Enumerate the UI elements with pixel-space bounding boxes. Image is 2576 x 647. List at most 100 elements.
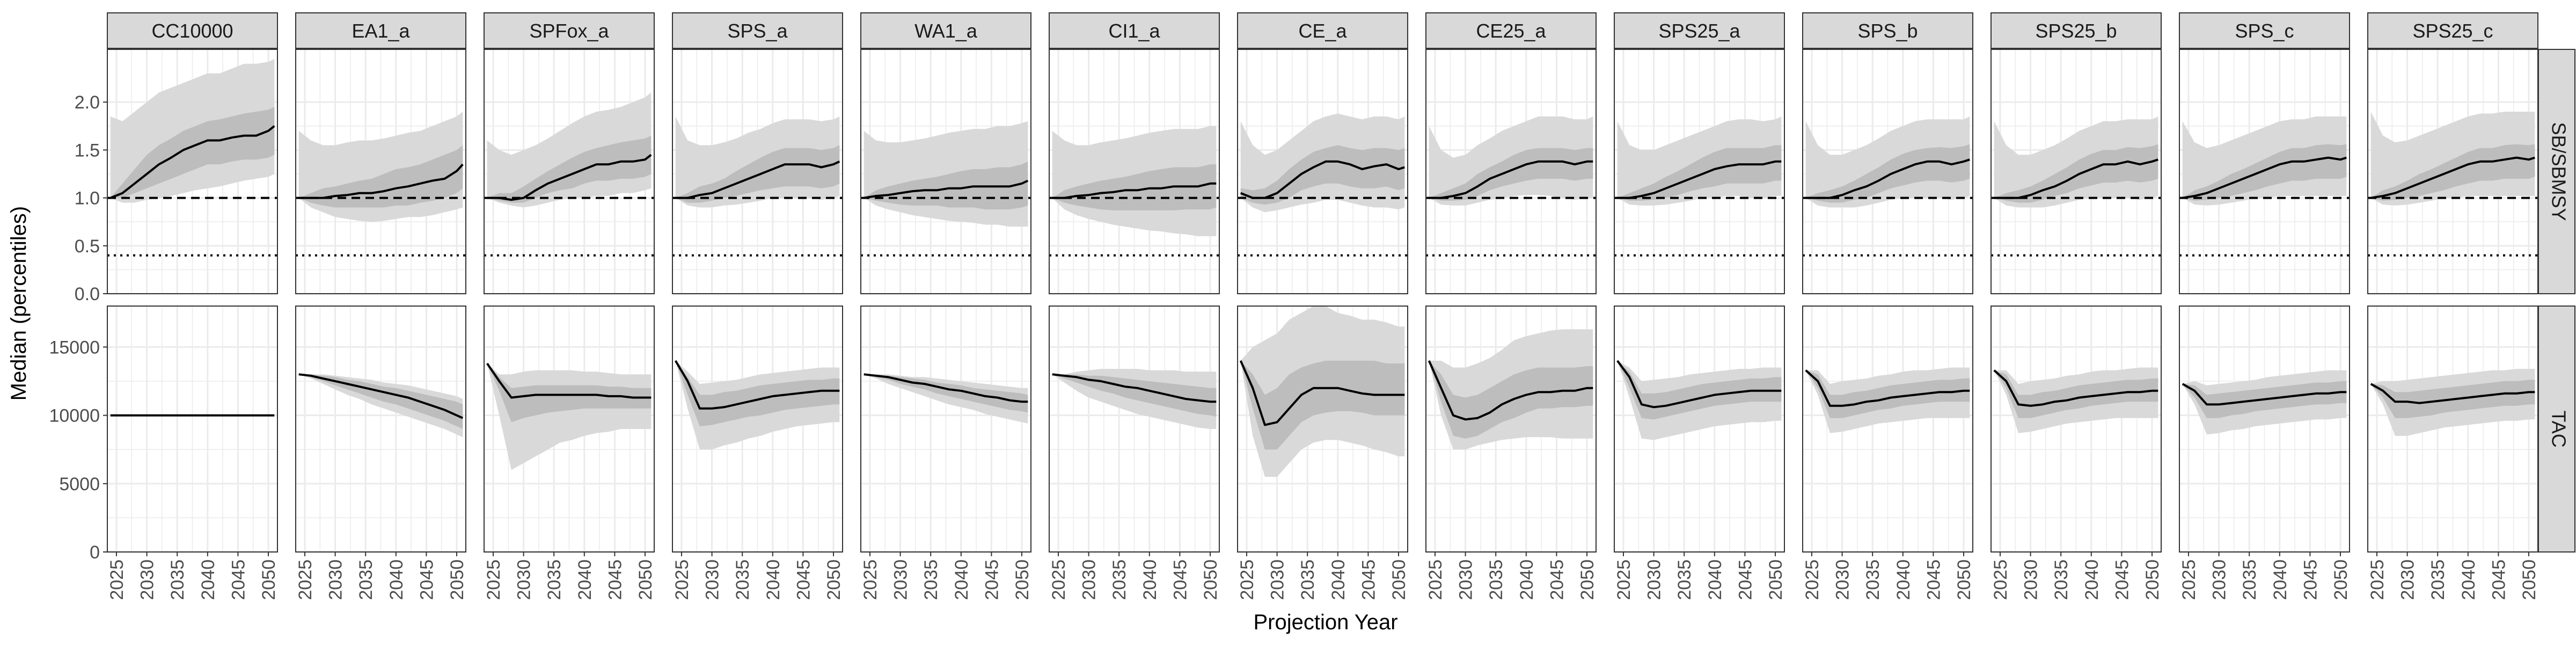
panel-border: [107, 306, 278, 553]
y-tick-label: 1.0: [75, 188, 100, 209]
percentile-band-inner: [1805, 144, 1970, 203]
x-tick-label: 2035: [1863, 559, 1883, 600]
panel-border: [1425, 49, 1597, 294]
panel-border: [107, 49, 278, 294]
x-tick-label: 2035: [733, 559, 753, 600]
facet-strip-bg: [1990, 12, 2162, 49]
panel-border: [672, 49, 843, 294]
facet-strip-SPS25_b: SPS25_b: [1990, 12, 2162, 49]
median-line: [298, 163, 464, 199]
x-tick-label: 2040: [198, 559, 218, 600]
percentile-band-inner: [487, 363, 652, 423]
median-line: [675, 160, 840, 199]
panel-CI1_a-TAC: 2025 2030 2035 2040 2045 2050: [1049, 306, 1221, 600]
median-line: [1429, 160, 1593, 199]
median-line: [1052, 182, 1217, 199]
row-strip-label: TAC: [2548, 410, 2570, 447]
x-tick-label: 2030: [891, 559, 911, 600]
facet-strip-label: SPS25_c: [2412, 20, 2493, 42]
x-tick-label: 2025: [1614, 559, 1634, 600]
panel-border: [295, 306, 466, 553]
facet-strip-label: SPS_c: [2235, 20, 2294, 42]
x-tick-label: 2040: [1140, 559, 1160, 600]
facet-strip-bg: [295, 12, 466, 49]
x-tick-label: 2025: [1049, 559, 1069, 600]
panel-SPS_a-SBSBMSY: [672, 49, 843, 295]
x-tick-label: 2040: [1517, 559, 1537, 600]
panel-SPS25_c-SBSBMSY: [2367, 49, 2538, 295]
x-tick-label: 2035: [1674, 559, 1695, 600]
row-strip-bg: [2538, 49, 2575, 294]
panel-border: [1614, 306, 1785, 553]
facet-strip-label: EA1_a: [352, 20, 410, 42]
x-tick-label: 2040: [2082, 559, 2102, 600]
panel-border: [295, 49, 466, 294]
panel-SPS25_a-TAC: 2025 2030 2035 2040 2045 2050: [1614, 306, 1786, 600]
facet-strip-label: SPS25_a: [1658, 20, 1740, 42]
facet-strip-bg: [107, 12, 278, 49]
panel-SPFox_a-SBSBMSY: [484, 49, 655, 295]
x-tick-label: 2050: [2142, 559, 2163, 600]
median-line: [1052, 373, 1217, 403]
y-tick-label: 2.0: [75, 92, 100, 113]
x-tick-label: 2050: [635, 559, 656, 600]
facet-strip-SPS_c: SPS_c: [2179, 12, 2350, 49]
panel-SPS_a-TAC: 2025 2030 2035 2040 2045 2050: [672, 306, 844, 600]
facet-strip-bg: [860, 12, 1031, 49]
x-tick-label: 2045: [793, 559, 814, 600]
panel-border: [1614, 49, 1785, 294]
median-line: [1805, 158, 1970, 199]
x-tick-label: 2030: [514, 559, 535, 600]
facet-strip-CE25_a: CE25_a: [1425, 12, 1597, 49]
x-tick-label: 2030: [326, 559, 346, 600]
facet-strip-label: SPFox_a: [529, 20, 609, 42]
x-tick-label: 2030: [2209, 559, 2230, 600]
panel-border: [1237, 306, 1408, 553]
facet-strip-CE_a: CE_a: [1237, 12, 1408, 49]
percentile-band-inner: [110, 107, 275, 198]
panel-CC10000-SBSBMSY: 0.0 0.5 1.0 1.5 2.0: [75, 49, 278, 304]
x-tick-label: 2030: [2398, 559, 2418, 600]
x-tick-label: 2045: [1170, 559, 1190, 600]
facet-strip-label: SPS_b: [1857, 20, 1918, 42]
median-line: [2370, 383, 2535, 404]
median-line: [2182, 156, 2347, 199]
y-tick-label: 15000: [49, 337, 100, 358]
x-tick-label: 2035: [544, 559, 565, 600]
x-tick-label: 2040: [1328, 559, 1349, 600]
x-tick-label: 2045: [982, 559, 1002, 600]
x-tick-label: 2035: [356, 559, 376, 600]
x-tick-label: 2025: [860, 559, 881, 600]
x-tick-label: 2045: [2489, 559, 2509, 600]
panel-border: [672, 306, 843, 553]
facet-strip-bg: [1425, 12, 1597, 49]
facet-strip-bg: [1237, 12, 1408, 49]
median-line: [1994, 158, 2158, 199]
x-tick-label: 2050: [259, 559, 279, 600]
facet-strip-label: CE25_a: [1476, 20, 1546, 42]
median-line: [109, 125, 275, 199]
x-tick-label: 2035: [2240, 559, 2260, 600]
panel-CC10000-TAC: 0 5000 10000 15000 2025 2030 2035 2040 2045 2050: [49, 306, 279, 600]
x-tick-label: 2050: [1766, 559, 1786, 600]
panel-border: [1990, 306, 2162, 553]
x-tick-label: 2030: [1644, 559, 1665, 600]
panel-CE25_a-TAC: 2025 2030 2035 2040 2045 2050: [1425, 306, 1598, 600]
x-tick-label: 2025: [2367, 559, 2388, 600]
x-tick-label: 2045: [228, 559, 248, 600]
x-tick-label: 2030: [137, 559, 158, 600]
x-tick-label: 2030: [1833, 559, 1853, 600]
percentile-band-inner: [675, 360, 840, 426]
panel-SPS25_b-SBSBMSY: [1990, 49, 2162, 295]
x-tick-label: 2035: [1298, 559, 1318, 600]
panel-CI1_a-SBSBMSY: [1049, 49, 1220, 295]
panel-CE_a-SBSBMSY: [1237, 49, 1408, 295]
percentile-band-inner: [487, 135, 652, 203]
panel-border: [1049, 49, 1220, 294]
panel-SPFox_a-TAC: 2025 2030 2035 2040 2045 2050: [484, 306, 656, 600]
x-tick-label: 2025: [107, 559, 127, 600]
panel-border: [2179, 306, 2350, 553]
x-tick-label: 2050: [1577, 559, 1598, 600]
